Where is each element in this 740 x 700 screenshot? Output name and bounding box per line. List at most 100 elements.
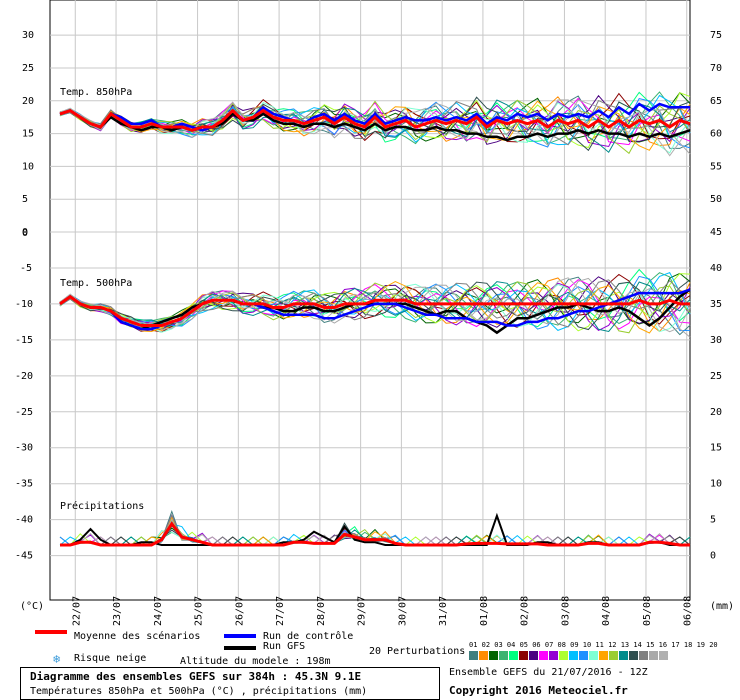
perturbation-swatch — [569, 651, 578, 660]
legend-control-swatch — [224, 634, 256, 638]
x-tick-label: 22/07 — [71, 596, 82, 626]
perturbation-line — [59, 281, 691, 334]
y-tick-label-right: 70 — [710, 63, 722, 74]
chart-subtitle: Températures 850hPa et 500hPa (°C) , pré… — [30, 686, 368, 697]
y-tick-label-right: 20 — [710, 407, 722, 418]
perturbation-line — [59, 97, 691, 146]
y-tick-label-left: -15 — [15, 335, 33, 346]
altitude-label: Altitude du modele : 198m — [180, 656, 331, 667]
perturbation-swatch — [539, 651, 548, 660]
y-tick-label-left: 20 — [22, 96, 34, 107]
x-tick-label: 01/08 — [479, 596, 490, 626]
perturbation-line — [59, 96, 691, 152]
panel-label-500: Temp. 500hPa — [60, 278, 132, 289]
panel-label-850: Temp. 850hPa — [60, 87, 132, 98]
legend-snow-label: Risque neige — [74, 653, 147, 664]
y-tick-label-left: 0 — [22, 227, 28, 238]
perturbation-swatch — [579, 651, 588, 660]
y-tick-label-right: 75 — [710, 30, 722, 41]
legend-control-label: Run de contrôle — [263, 631, 354, 642]
y-tick-label-right: 60 — [710, 129, 722, 140]
perturbation-line — [59, 101, 691, 154]
copyright: Copyright 2016 Meteociel.fr — [449, 684, 628, 697]
panel-label-precip: Précipitations — [60, 500, 144, 512]
y-tick-label-right: 50 — [710, 194, 722, 205]
y-tick-label-left: 10 — [22, 161, 34, 172]
y-tick-label-left: 25 — [22, 63, 34, 74]
y-tick-label-right: 45 — [710, 227, 722, 238]
precip-line — [60, 521, 690, 547]
perturbation-swatch — [649, 651, 658, 660]
run-info: Ensemble GEFS du 21/07/2016 - 12Z — [449, 667, 648, 678]
perturbation-line — [59, 277, 691, 338]
perturbation-line — [59, 99, 691, 155]
y-tick-label-left: 0 — [22, 228, 28, 239]
y-tick-label-right: 30 — [710, 335, 722, 346]
x-tick-label: 28/07 — [316, 596, 327, 626]
perturbation-swatch — [469, 651, 478, 660]
y-tick-label-left: -10 — [15, 299, 33, 310]
y-tick-label-right: 5 — [710, 515, 716, 526]
legend-perturbations-label: 20 Perturbations — [369, 646, 466, 657]
left-unit-label: (°C) — [20, 601, 44, 612]
perturbation-swatch — [599, 651, 608, 660]
x-tick-label: 23/07 — [112, 596, 123, 626]
perturbation-swatch — [589, 651, 598, 660]
x-tick-label: 25/07 — [194, 596, 205, 626]
y-tick-label-left: -35 — [15, 479, 33, 490]
x-tick-label: 29/07 — [357, 596, 368, 626]
legend-mean-swatch — [35, 630, 67, 634]
perturbation-swatch — [549, 651, 558, 660]
y-tick-label-left: 30 — [22, 30, 34, 41]
perturbation-swatch — [629, 651, 638, 660]
perturbation-swatch — [659, 651, 668, 660]
x-tick-label: 05/08 — [642, 596, 653, 626]
perturbation-swatch — [489, 651, 498, 660]
y-tick-label-right: 55 — [710, 161, 722, 172]
perturbation-line — [59, 277, 691, 333]
x-tick-label: 03/08 — [560, 596, 571, 626]
legend-gfs-swatch — [224, 646, 256, 650]
x-tick-label: 06/08 — [683, 596, 694, 626]
y-tick-label-left: -5 — [20, 263, 32, 274]
y-tick-label-right: 65 — [710, 96, 722, 107]
perturbation-line — [59, 271, 691, 331]
y-tick-label-left: 15 — [22, 129, 34, 140]
y-tick-label-left: 5 — [22, 194, 28, 205]
perturbation-swatches — [469, 651, 669, 660]
perturbation-swatch — [559, 651, 568, 660]
right-unit-label: (mm) — [710, 601, 734, 612]
perturbation-swatch — [609, 651, 618, 660]
perturbation-swatch — [509, 651, 518, 660]
y-tick-label-left: -30 — [15, 443, 33, 454]
perturbation-swatch — [499, 651, 508, 660]
chart-axes: 22/07 23/07 24/07 25/07 26/07 27/07 28/07 29/07… — [15, 30, 722, 626]
x-tick-label: 04/08 — [601, 596, 612, 626]
y-tick-label-right: 10 — [710, 479, 722, 490]
y-tick-label-left: -20 — [15, 371, 33, 382]
perturbation-line — [59, 279, 691, 331]
series-line-moyenne-des-scénarios — [59, 294, 690, 327]
y-tick-label-right: 0 — [710, 551, 716, 562]
y-tick-label-right: 25 — [710, 371, 722, 382]
perturbation-swatch — [519, 651, 528, 660]
series-line-moyenne-des-scénarios — [59, 108, 691, 132]
x-tick-label: 26/07 — [234, 596, 245, 626]
y-tick-label-left: -45 — [15, 551, 33, 562]
plot-border — [49, 0, 691, 601]
perturbation-swatch — [619, 651, 628, 660]
x-tick-label: 30/07 — [397, 596, 408, 626]
y-tick-label-left: -40 — [15, 515, 33, 526]
perturbation-swatch — [479, 651, 488, 660]
x-tick-label: 24/07 — [153, 596, 164, 626]
legend-mean-label: Moyenne des scénarios — [74, 631, 201, 642]
x-tick-label: 31/07 — [438, 596, 449, 626]
snowflake-icon: ❄ — [53, 652, 61, 666]
perturbation-swatch — [529, 651, 538, 660]
y-tick-label-right: 15 — [710, 443, 722, 454]
chart-series — [59, 91, 691, 547]
perturbation-line — [59, 99, 691, 155]
legend-gfs-label: Run GFS — [263, 641, 306, 652]
y-tick-label-left: -25 — [15, 407, 33, 418]
